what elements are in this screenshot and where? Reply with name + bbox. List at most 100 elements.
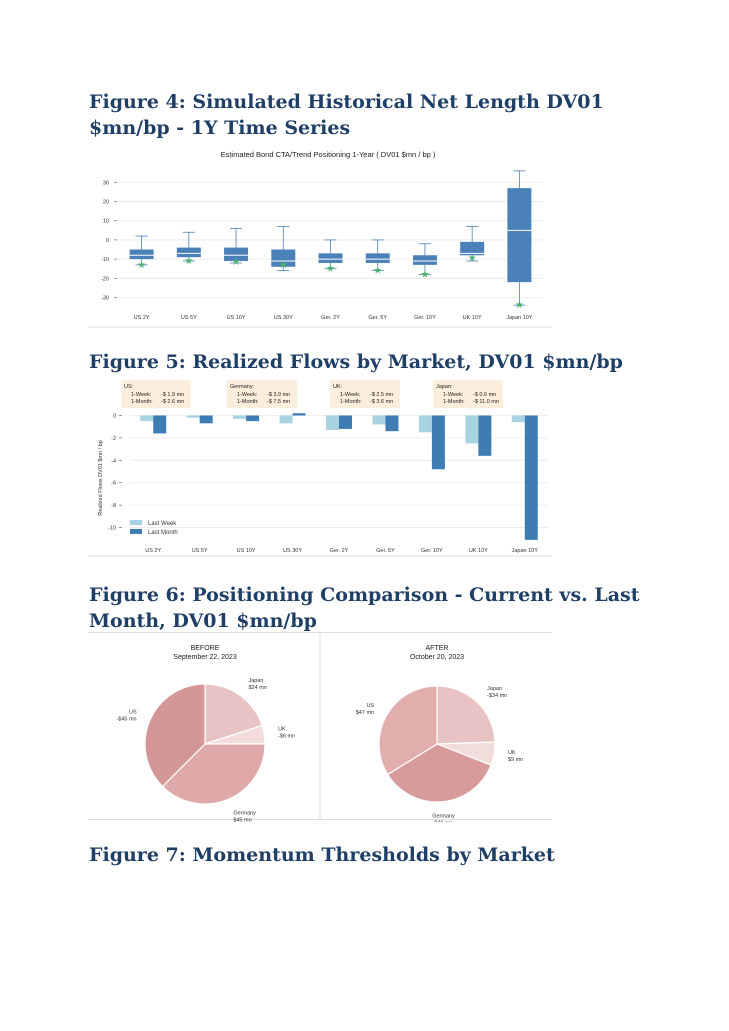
y-tick-label: -4 bbox=[111, 458, 116, 464]
x-tick-label: Ger. 5Y bbox=[376, 548, 395, 554]
box-us-10y: ★ bbox=[224, 228, 249, 268]
pie-label-name: UK bbox=[278, 726, 286, 732]
x-tick-label: Ger. 10Y bbox=[414, 315, 436, 321]
annotation-box-uk: UK: 1-Week: -$ 2.5 mn 1-Month: -$ 3.6 mn bbox=[330, 380, 400, 408]
bar-last-week-uk-10y bbox=[465, 415, 479, 444]
y-tick-label: 0 bbox=[113, 413, 116, 419]
annotation-month-value: -$ 3.6 mn bbox=[370, 399, 393, 405]
box-ger-2y: ★ bbox=[318, 239, 343, 275]
bar-last-month-us-2y bbox=[153, 415, 167, 434]
x-tick-label: UK 10Y bbox=[463, 315, 482, 321]
x-tick-label: Ger. 2Y bbox=[321, 315, 340, 321]
current-position-marker: ★ bbox=[184, 256, 193, 267]
box-ger-5y: ★ bbox=[365, 239, 390, 277]
box-iqr bbox=[176, 247, 201, 258]
pie-label-value: $24 mn bbox=[248, 685, 266, 691]
y-tick-label: -8 bbox=[111, 503, 116, 509]
figure-6-title-line-2: Month, DV01 $mn/bp bbox=[89, 610, 317, 632]
pie-label-name: UK bbox=[508, 750, 516, 756]
pie-label-value: $9 mn bbox=[508, 757, 523, 763]
pie-label-value: -$34 mn bbox=[487, 693, 507, 699]
pie-label-name: US bbox=[129, 710, 137, 716]
annotation-month-label: 1-Month: bbox=[443, 399, 465, 405]
bar-last-week-us-10y bbox=[233, 415, 247, 419]
annotation-region: UK: bbox=[333, 384, 343, 390]
x-tick-label: Ger. 5Y bbox=[368, 315, 387, 321]
current-position-marker: ★ bbox=[232, 257, 241, 268]
annotation-week-value: -$ 0.6 mn bbox=[473, 392, 496, 398]
bar-last-month-us-5y bbox=[199, 415, 213, 424]
annotation-month-value: -$ 11.0 mn bbox=[473, 399, 499, 405]
pie-label-value: $49 mn bbox=[434, 821, 452, 822]
annotation-week-label: 1-Week: bbox=[443, 392, 464, 398]
annotation-region: Japan: bbox=[436, 384, 453, 390]
pie-before-title-line-2: September 22, 2023 bbox=[173, 654, 237, 661]
figure-7-title: Figure 7: Momentum Thresholds by Market bbox=[89, 844, 555, 866]
pie-slice-before-japan bbox=[204, 683, 263, 745]
pie-label-name: Germany bbox=[432, 814, 455, 820]
figure-4-chart-title: Estimated Bond CTA/Trend Positioning 1-Y… bbox=[221, 150, 436, 159]
figure-6-title-line-1: Figure 6: Positioning Comparison - Curre… bbox=[89, 584, 640, 606]
annotation-region: Germany: bbox=[230, 384, 255, 390]
bar-last-month-ger-5y bbox=[385, 415, 399, 432]
annotation-box-germany: Germany: 1-Week: -$ 3.9 mn 1-Month: -$ 7.5 m… bbox=[227, 380, 297, 408]
bar-last-month-us-10y bbox=[246, 415, 260, 422]
box-us-30y: ★ bbox=[271, 226, 296, 272]
legend-label-last-week: Last Week bbox=[148, 521, 177, 527]
figure-4-title-line-2: $mn/bp - 1Y Time Series bbox=[89, 117, 351, 139]
figure-5-legend: Last Week Last Month bbox=[130, 520, 178, 536]
x-tick-label: US 30Y bbox=[283, 548, 302, 554]
x-tick-label: Japan 10Y bbox=[512, 548, 539, 554]
bar-last-week-ger-10y bbox=[418, 415, 432, 433]
box-iqr bbox=[318, 253, 343, 263]
bar-last-week-ger-2y bbox=[326, 415, 339, 431]
annotation-week-label: 1-Week: bbox=[237, 392, 258, 398]
pie-label-value: $47 mn bbox=[356, 710, 374, 716]
annotation-week-value: -$ 2.5 mn bbox=[370, 392, 393, 398]
figure-5-bar-chart: US: 1-Week: -$ 1.9 mn 1-Month: -$ 2.6 mn Germ… bbox=[88, 380, 552, 557]
pie-label-name: US bbox=[366, 703, 374, 709]
bar-last-month-us-30y bbox=[292, 413, 306, 416]
annotation-box-background bbox=[433, 380, 503, 408]
box-uk-10y: ★ bbox=[460, 226, 485, 264]
y-tick-label: 0 bbox=[106, 238, 109, 244]
annotation-month-value: -$ 2.6 mn bbox=[161, 399, 184, 405]
figure-6-pie-charts: BEFORE September 22, 2023 AFTER October … bbox=[88, 632, 552, 822]
annotation-box-background bbox=[227, 380, 297, 408]
bar-last-week-ger-5y bbox=[372, 415, 386, 425]
x-tick-label: Ger. 10Y bbox=[421, 548, 443, 554]
legend-swatch-last-month bbox=[130, 529, 142, 534]
pie-after-title-line-2: October 20, 2023 bbox=[410, 654, 464, 661]
annotation-box-japan: Japan: 1-Week: -$ 0.6 mn 1-Month: -$ 11.0 mn bbox=[433, 380, 503, 408]
figure-6-title: Figure 6: Positioning Comparison - Curre… bbox=[89, 582, 640, 634]
pie-before-title-line-1: BEFORE bbox=[191, 645, 220, 652]
box-ger-10y: ★ bbox=[412, 243, 437, 280]
y-tick-label: 20 bbox=[103, 200, 109, 206]
y-tick-label: -20 bbox=[101, 276, 109, 282]
figure-5-y-axis-label: Realized Flows DV01 $mn / bp bbox=[98, 440, 104, 516]
pie-slice-before-us bbox=[144, 683, 206, 788]
annotation-week-value: -$ 3.9 mn bbox=[267, 392, 290, 398]
bar-last-month-uk-10y bbox=[478, 415, 492, 456]
box-japan-10y: ★ bbox=[507, 170, 532, 311]
annotation-month-value: -$ 7.5 mn bbox=[267, 399, 290, 405]
x-tick-label: Ger. 2Y bbox=[330, 548, 349, 554]
pie-slice-before-germany bbox=[161, 743, 266, 805]
x-tick-label: US 2Y bbox=[134, 315, 150, 321]
bar-last-month-ger-10y bbox=[431, 415, 445, 470]
annotation-box-background bbox=[330, 380, 400, 408]
pie-after-title-line-1: AFTER bbox=[426, 645, 449, 652]
y-tick-label: -10 bbox=[101, 257, 109, 263]
annotation-box-background bbox=[121, 380, 191, 408]
bar-last-week-japan-10y bbox=[511, 415, 525, 423]
box-iqr bbox=[271, 249, 296, 267]
figure-4-box-plot: Estimated Bond CTA/Trend Positioning 1-Y… bbox=[88, 150, 552, 328]
pie-label-name: Japan bbox=[487, 686, 502, 692]
legend-label-last-month: Last Month bbox=[148, 530, 178, 536]
pie-slice-after-japan bbox=[436, 685, 496, 745]
pie-label-name: Japan bbox=[248, 678, 263, 684]
x-tick-label: US 30Y bbox=[274, 315, 293, 321]
box-iqr bbox=[507, 188, 532, 283]
annotation-month-label: 1-Month: bbox=[340, 399, 362, 405]
x-tick-label: US 5Y bbox=[181, 315, 197, 321]
